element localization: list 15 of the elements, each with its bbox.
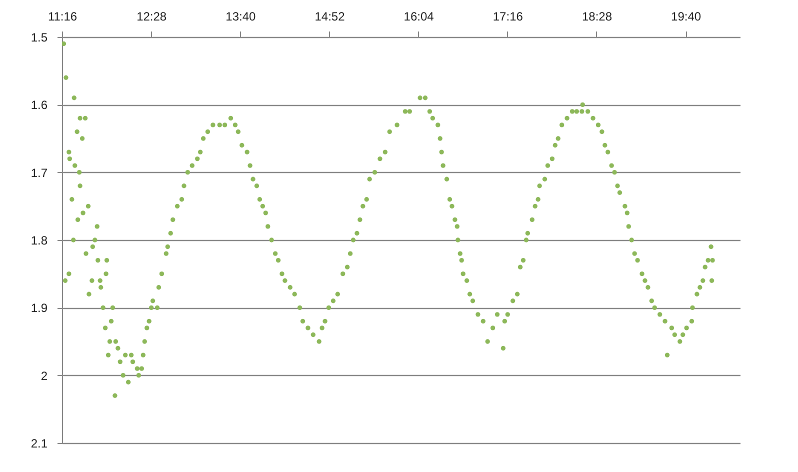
y-tick-label: 1.7: [30, 166, 48, 180]
x-tick-label: 13:40: [226, 10, 256, 24]
x-tick-label: 17:16: [492, 10, 524, 24]
y-tick-label: 1.9: [30, 301, 48, 316]
y-tick-label: 1.5: [30, 30, 48, 44]
x-tick-label: 18:28: [582, 10, 612, 24]
x-tick-label: 14:52: [314, 10, 346, 24]
y-tick-label: 2.1: [30, 436, 48, 450]
x-tick-label: 12:28: [136, 10, 167, 24]
x-tick-label: 19:40: [671, 10, 702, 24]
y-tick-label: 2: [40, 368, 48, 383]
x-tick-label: 11:16: [48, 10, 78, 24]
x-tick-label: 16:04: [404, 10, 434, 24]
y-tick-label: 1.8: [30, 234, 48, 248]
y-tick-label: 1.6: [30, 98, 48, 112]
